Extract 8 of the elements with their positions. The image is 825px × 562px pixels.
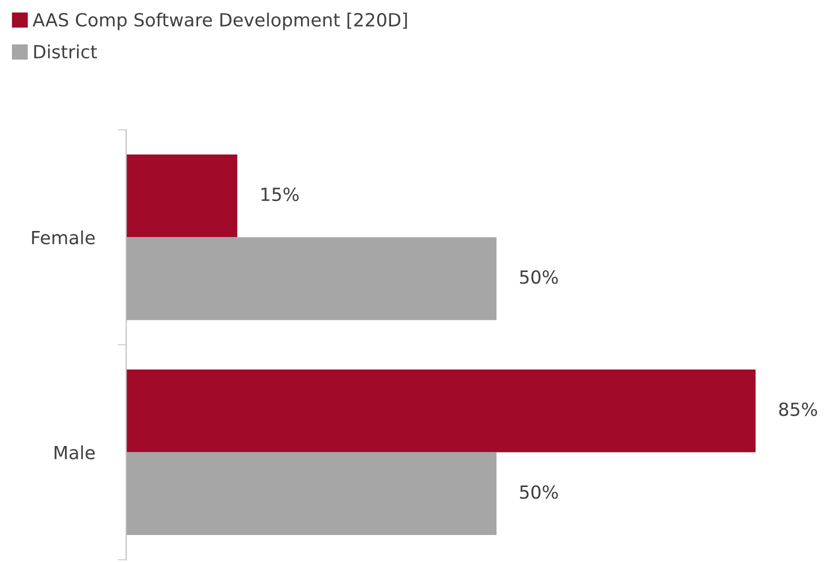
- data-label: 50%: [520, 270, 558, 284]
- legend-label: AAS Comp Software Development [220D]: [32, 12, 407, 30]
- data-label: 85%: [779, 402, 818, 416]
- legend-label: District: [34, 44, 97, 59]
- data-label: 50%: [520, 485, 558, 499]
- y-tick-label: Male: [54, 445, 95, 460]
- y-tick-label: Female: [32, 230, 95, 244]
- data-label: 15%: [262, 188, 299, 202]
